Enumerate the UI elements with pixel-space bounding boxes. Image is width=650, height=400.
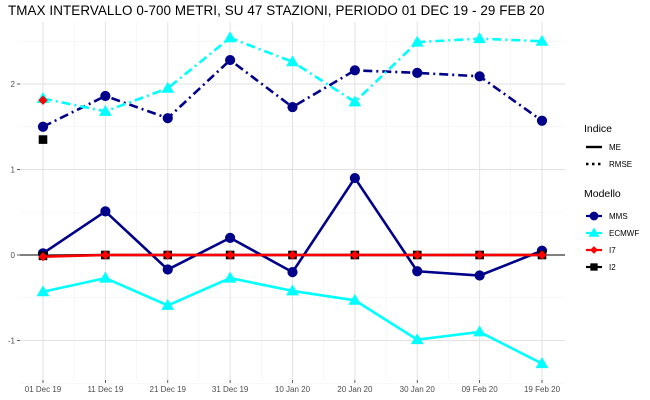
point-mms-me xyxy=(349,172,360,184)
point-i7-me xyxy=(350,250,360,260)
legend-label-rmse: RMSE xyxy=(609,160,632,169)
point-ecmwf-rmse xyxy=(223,31,237,43)
legend-marker-i2 xyxy=(590,263,598,271)
point-i7-me xyxy=(225,250,235,260)
axes: 01 Dec 19 11 Dec 19 21 Dec 19 31 Dec 19 10 J… xyxy=(8,80,561,394)
point-mms-rmse xyxy=(225,54,236,66)
point-mms-rmse xyxy=(412,67,423,78)
point-mms-rmse xyxy=(349,65,360,76)
point-ecmwf-me xyxy=(348,293,362,305)
series-mms-me xyxy=(37,172,548,281)
point-mms-rmse xyxy=(536,115,548,126)
point-i7-me xyxy=(412,250,422,260)
point-ecmwf-me xyxy=(473,325,487,337)
x-tick-label: 19 Feb 20 xyxy=(524,385,561,394)
point-mms-me xyxy=(287,267,298,278)
point-i7-me xyxy=(537,250,547,260)
point-ecmwf-me xyxy=(535,357,549,369)
point-mms-me xyxy=(412,266,423,277)
point-ecmwf-me xyxy=(98,271,112,283)
y-tick-label: 1 xyxy=(11,166,16,175)
point-i7-me xyxy=(38,252,48,262)
point-mms-rmse xyxy=(287,101,298,113)
series-mms-rmse xyxy=(37,54,548,132)
x-tick-label: 10 Jan 20 xyxy=(275,385,311,394)
x-tick-label: 31 Dec 19 xyxy=(212,385,249,394)
x-tick-label: 01 Dec 19 xyxy=(25,385,62,394)
point-mms-me xyxy=(474,270,485,281)
series-ecmwf-me xyxy=(36,271,549,369)
point-mms-me xyxy=(162,264,173,275)
point-ecmwf-me xyxy=(410,333,424,345)
legend: Indice ME RMSE Modello MMS ECMWF I7 I2 xyxy=(584,123,639,272)
point-i7-me xyxy=(100,250,110,260)
x-tick-label: 09 Feb 20 xyxy=(462,385,499,394)
series-i7-me xyxy=(38,250,547,262)
point-ecmwf-rmse xyxy=(286,55,299,67)
point-ecmwf-rmse xyxy=(98,104,112,116)
point-ecmwf-rmse xyxy=(535,34,549,46)
legend-label-me: ME xyxy=(609,143,621,152)
legend-label-i7: I7 xyxy=(609,246,616,255)
y-tick-label: 0 xyxy=(11,251,16,260)
point-mms-me xyxy=(225,232,236,243)
x-tick-label: 21 Dec 19 xyxy=(150,385,187,394)
point-i7-me xyxy=(163,250,173,260)
point-ecmwf-rmse xyxy=(473,32,487,44)
legend-label-mms: MMS xyxy=(609,212,628,221)
point-i2-extra xyxy=(38,135,48,144)
x-tick-label: 11 Dec 19 xyxy=(87,385,123,394)
point-i7-extra xyxy=(38,95,48,105)
legend-marker-mms xyxy=(589,211,599,221)
legend-label-ecmwf: ECMWF xyxy=(609,229,639,238)
point-ecmwf-rmse xyxy=(410,35,424,47)
point-mms-rmse xyxy=(37,121,49,132)
grid xyxy=(20,22,565,384)
line-ecmwf-rmse xyxy=(42,36,543,113)
point-mms-me xyxy=(100,206,111,217)
point-i7-me xyxy=(287,250,298,260)
x-tick-label: 30 Jan 20 xyxy=(400,385,436,394)
point-ecmwf-me xyxy=(286,284,299,296)
point-ecmwf-me xyxy=(36,285,50,297)
y-tick-label: 2 xyxy=(11,80,16,89)
point-ecmwf-me xyxy=(223,271,237,283)
point-ecmwf-me xyxy=(161,299,175,310)
x-tick-label: 20 Jan 20 xyxy=(337,385,373,394)
point-mms-rmse xyxy=(100,90,111,102)
point-ecmwf-rmse xyxy=(161,81,175,93)
legend-title-indice: Indice xyxy=(584,123,612,135)
point-i7-me xyxy=(475,250,485,260)
point-mms-rmse xyxy=(162,113,173,124)
series-group xyxy=(36,31,549,369)
legend-label-i2: I2 xyxy=(609,263,616,272)
point-mms-rmse xyxy=(474,71,485,82)
chart-title: TMAX INTERVALLO 0-700 METRI, SU 47 STAZI… xyxy=(8,3,545,18)
y-tick-label: -1 xyxy=(8,337,16,346)
legend-title-modello: Modello xyxy=(584,188,621,200)
legend-marker-ecmwf xyxy=(588,227,600,237)
legend-marker-i7 xyxy=(590,246,598,254)
point-ecmwf-rmse xyxy=(348,95,362,107)
